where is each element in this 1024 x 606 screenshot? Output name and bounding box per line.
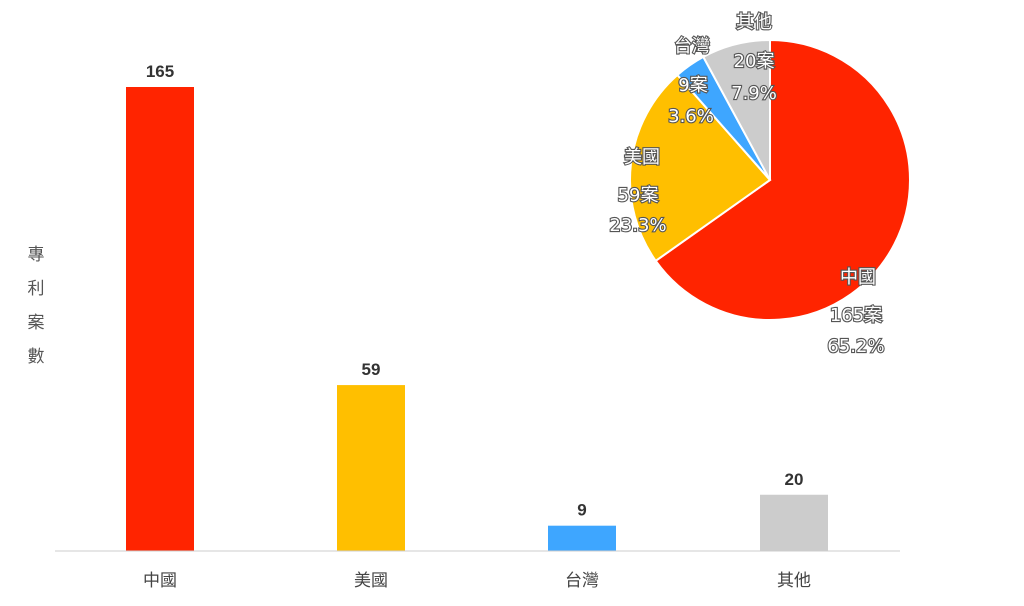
category-label: 中國 [143,571,177,591]
pie-slice [629,73,772,263]
bar [126,87,194,551]
pie-slice-label: 其他 [736,12,772,33]
pie-slice-percent: 3.6% [668,106,714,127]
pie-chart: 中國 165案 65.2% 美國 59案 23.3% 台灣 9案 3.6% 其他 20案 7.9% [608,11,911,358]
pie-slice-label: 美國 [624,147,660,168]
category-label: 台灣 [565,571,599,591]
pie-slice-label: 中國 [840,267,876,288]
pie-slice [654,38,911,321]
bar [337,385,405,551]
pie-slice-label: 台灣 [674,36,710,57]
pie-slice-percent: 65.2% [827,336,884,357]
pie-slice-count: 9案 [678,75,707,96]
pie-slice-count: 165案 [830,305,882,326]
bar [760,494,828,551]
pie-slice [701,38,771,181]
category-label: 其他 [777,571,811,591]
category-label: 美國 [354,571,388,591]
pie-slice-percent: 7.9% [731,83,777,104]
bar-value-label: 9 [577,501,586,520]
y-axis-label: 專利案數 [27,245,45,367]
pie-slice-percent: 23.3% [609,215,666,236]
pie-slice-count: 59案 [618,185,659,206]
bar-value-label: 20 [785,470,804,489]
bar [548,525,616,551]
bar-value-label: 59 [362,360,381,379]
bar-chart: 165 中國 59 美國 9 台灣 20 其他 [126,62,828,591]
bar-value-label: 165 [146,62,174,81]
pie-slice-count: 20案 [734,51,775,72]
